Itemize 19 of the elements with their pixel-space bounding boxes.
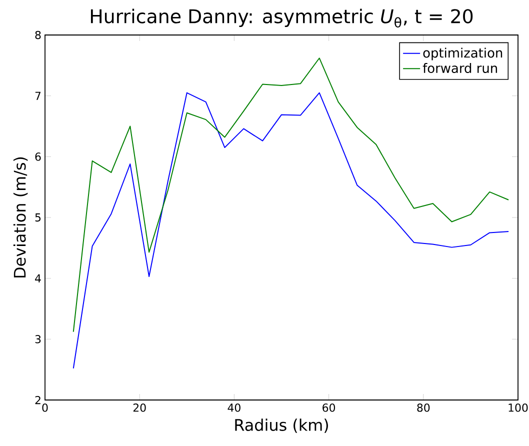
x-tick-label: 20 xyxy=(133,404,146,412)
y-tick-label: 7 xyxy=(35,92,41,100)
x-tick-label: 100 xyxy=(508,404,528,412)
y-tick-label: 4 xyxy=(35,274,41,282)
legend-label: optimization xyxy=(423,48,502,60)
x-tick-label: 0 xyxy=(42,404,48,412)
x-tick-label: 80 xyxy=(417,404,430,412)
y-tick-label: 2 xyxy=(35,396,40,404)
y-tick-label: 8 xyxy=(35,30,41,40)
x-axis-title: Radius (km) xyxy=(235,418,328,433)
y-tick-label: 3 xyxy=(35,335,41,344)
y-axis-title: Deviation (m/s) xyxy=(13,157,28,278)
chart-title: Hurricane Danny: asymmetric U$_{θ}$, t = 20 xyxy=(90,8,473,28)
y-tick-label: 6 xyxy=(35,152,41,161)
y-tick-label: 5 xyxy=(35,213,41,222)
x-tick-label: 40 xyxy=(228,404,240,412)
line-series xyxy=(72,92,510,369)
legend-label: forward run xyxy=(422,63,497,74)
x-tick-label: 60 xyxy=(322,404,336,412)
